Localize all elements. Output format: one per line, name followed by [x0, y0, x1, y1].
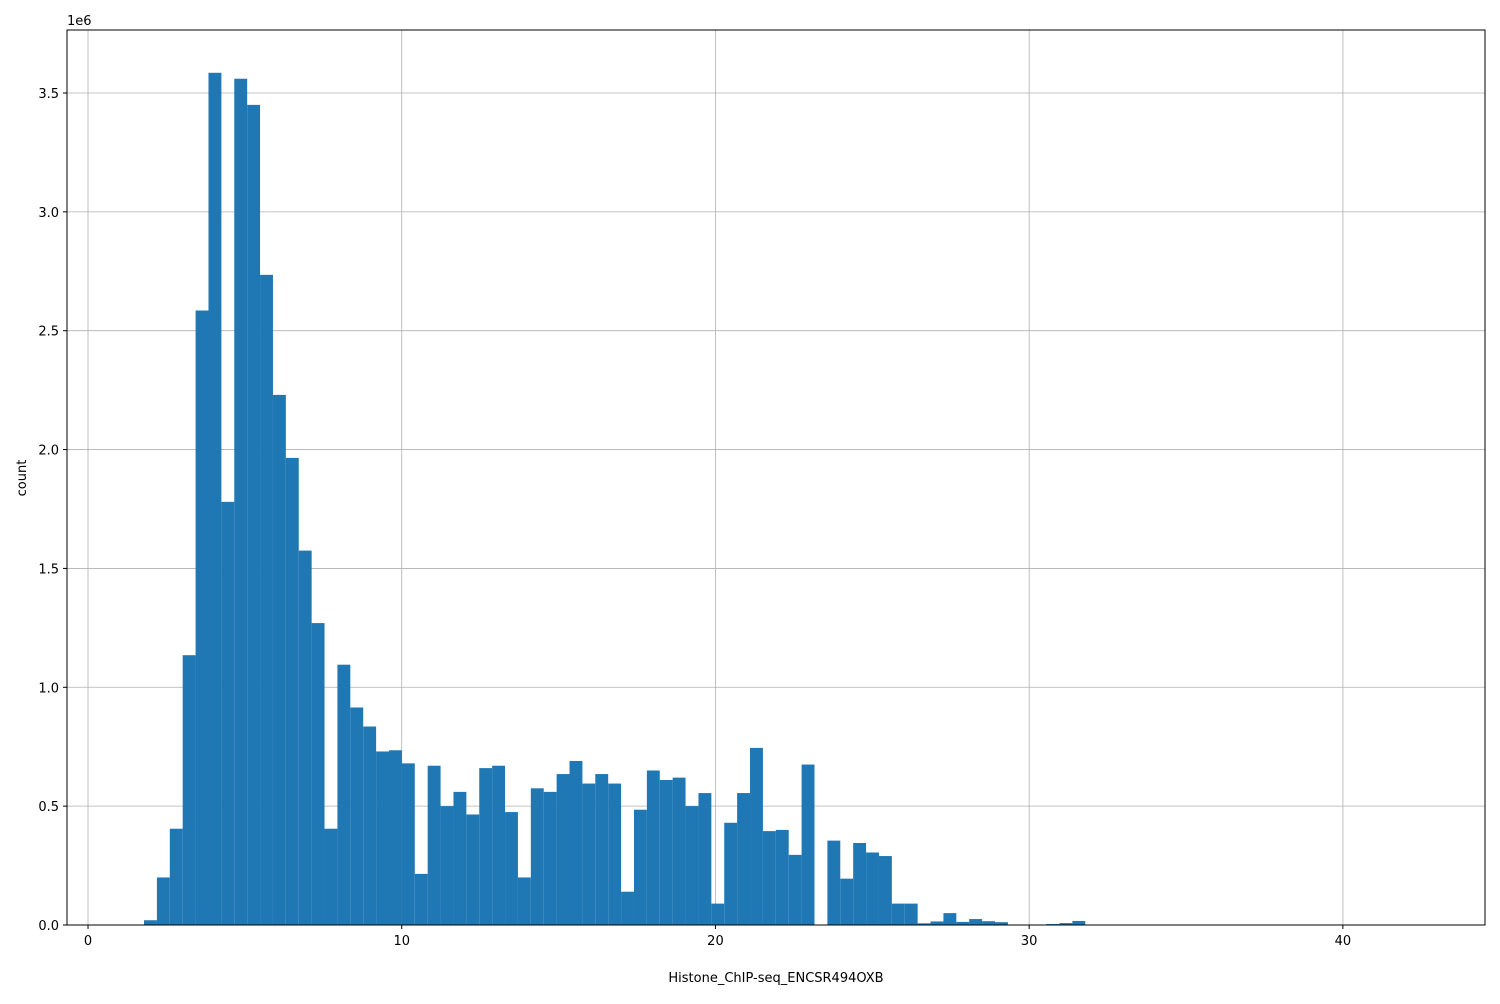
- histogram-bar: [982, 921, 996, 925]
- histogram-bar: [737, 793, 751, 925]
- histogram-bar: [169, 828, 183, 925]
- histogram-bar: [208, 72, 222, 926]
- histogram-bar: [750, 747, 763, 925]
- histogram-bar: [517, 877, 531, 925]
- histogram-bar: [182, 655, 196, 925]
- histogram-bar: [685, 806, 699, 925]
- histogram-bar: [595, 774, 609, 925]
- histogram-bar: [956, 921, 970, 925]
- histogram-bar: [711, 903, 725, 925]
- histogram-bar: [1072, 920, 1086, 925]
- plot-frame: [66, 29, 1486, 926]
- histogram-bar: [427, 765, 441, 925]
- histogram-bar: [659, 779, 673, 925]
- x-tick-label: 0: [84, 934, 92, 949]
- histogram-bar: [401, 763, 415, 925]
- y-axis-ticks: 0.0 0.5 1.0 1.5 2.0 2.5 3.0 3.5: [38, 87, 67, 934]
- histogram-bar: [943, 913, 957, 925]
- histogram-bars: [144, 72, 1086, 926]
- histogram-bar: [492, 765, 506, 925]
- histogram-bar: [479, 768, 493, 925]
- histogram-bar: [195, 310, 209, 925]
- histogram-bar: [582, 783, 596, 925]
- histogram-bar: [891, 903, 905, 925]
- histogram-bar: [388, 750, 402, 925]
- histogram-bar: [453, 791, 467, 925]
- histogram-bar: [363, 726, 377, 925]
- y-tick-label: 0.5: [38, 800, 59, 815]
- histogram-bar: [853, 842, 867, 925]
- histogram-bar: [337, 664, 351, 925]
- histogram-bar: [350, 707, 364, 925]
- histogram-bar: [995, 922, 1008, 925]
- x-tick-label: 10: [393, 934, 410, 949]
- histogram-bar: [775, 829, 789, 925]
- histogram-bar: [917, 923, 931, 925]
- histogram-bar: [698, 793, 712, 925]
- histogram-bar: [930, 921, 944, 925]
- y-tick-label: 1.5: [38, 562, 59, 577]
- histogram-bar: [646, 770, 660, 925]
- histogram-bar: [156, 877, 170, 925]
- y-tick-label: 1.0: [38, 681, 59, 696]
- y-axis-label: count: [15, 460, 30, 497]
- histogram-bar: [376, 751, 389, 925]
- histogram-bar: [298, 550, 312, 925]
- histogram-bar: [324, 828, 338, 925]
- histogram-bar: [556, 774, 570, 925]
- histogram-bar: [505, 812, 518, 925]
- y-tick-label: 2.0: [38, 444, 59, 459]
- histogram-bar: [260, 274, 273, 925]
- y-tick-label: 3.5: [38, 87, 59, 102]
- histogram-bar: [414, 873, 428, 925]
- histogram-bar: [234, 78, 248, 925]
- histogram-bar: [827, 840, 841, 925]
- x-tick-label: 30: [1021, 934, 1038, 949]
- histogram-bar: [311, 623, 325, 925]
- histogram-bar: [672, 777, 686, 925]
- histogram-bar: [272, 394, 286, 925]
- histogram-bar: [724, 822, 738, 925]
- y-tick-label: 0.0: [38, 919, 59, 934]
- histogram-bar: [543, 791, 557, 925]
- histogram-bar: [569, 760, 583, 925]
- histogram-bar: [788, 854, 802, 925]
- histogram-bar: [144, 920, 157, 925]
- histogram-bar: [621, 891, 634, 925]
- histogram-bar: [866, 852, 879, 925]
- y-tick-label: 3.0: [38, 206, 59, 221]
- x-tick-label: 20: [707, 934, 724, 949]
- histogram-bar: [221, 501, 235, 925]
- histogram-bar: [840, 878, 854, 925]
- x-tick-label: 40: [1335, 934, 1352, 949]
- histogram-bar: [1059, 923, 1073, 925]
- histogram-bar: [762, 831, 776, 925]
- histogram-bar: [608, 783, 622, 925]
- histogram-bar: [904, 903, 918, 925]
- x-axis-label: Histone_ChIP-seq_ENCSR494OXB: [668, 971, 883, 986]
- histogram-bar: [633, 809, 647, 925]
- histogram-bar: [969, 919, 983, 925]
- histogram-bar: [440, 806, 454, 925]
- y-tick-label: 2.5: [38, 325, 59, 340]
- histogram-bar: [466, 814, 480, 925]
- histogram-bar: [285, 457, 299, 925]
- x-axis-ticks: 0 10 20 30 40: [84, 925, 1351, 949]
- y-offset-label: 1e6: [67, 14, 92, 29]
- histogram-bar: [247, 104, 261, 925]
- histogram-bar: [530, 788, 544, 925]
- histogram-bar: [801, 764, 815, 925]
- histogram-bar: [878, 856, 892, 925]
